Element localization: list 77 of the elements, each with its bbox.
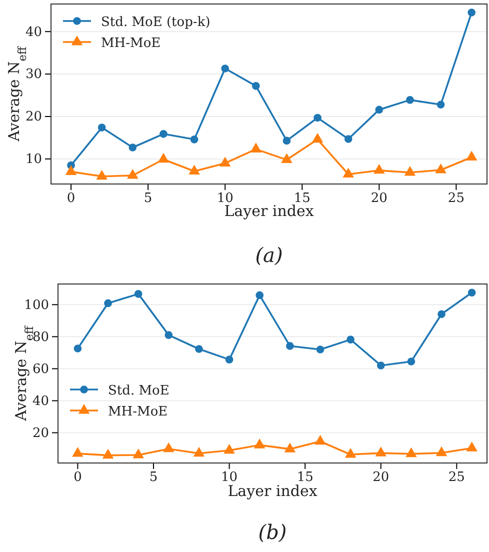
point [254, 438, 266, 448]
x-tick-label: 5 [144, 191, 152, 206]
point [98, 124, 106, 132]
point [468, 288, 476, 297]
point [281, 153, 292, 164]
point [342, 168, 354, 178]
point [344, 448, 356, 458]
point [128, 144, 137, 152]
point [436, 446, 448, 456]
legend-label: Std. MoE (top-k) [101, 15, 210, 30]
point [219, 156, 231, 166]
point [74, 344, 82, 352]
point [190, 136, 198, 144]
point [250, 142, 262, 152]
point [225, 356, 234, 364]
point [374, 164, 385, 174]
text: (a) [255, 243, 283, 267]
y-tick-label: 30 [25, 67, 42, 82]
point [312, 132, 324, 143]
point [282, 136, 291, 145]
point [221, 64, 229, 72]
point [316, 346, 324, 354]
point [158, 152, 170, 163]
point [102, 448, 114, 459]
point [375, 106, 384, 114]
point [344, 135, 352, 143]
y-tick-label: 10 [25, 152, 42, 168]
y-tick-label: 80 [32, 330, 49, 345]
y-tick-label: 100 [24, 298, 49, 313]
point [284, 442, 296, 452]
point [435, 163, 446, 174]
point [256, 291, 264, 300]
legend-label: MH-MoE [108, 404, 168, 420]
point [132, 448, 144, 458]
y-tick-label: 40 [32, 394, 49, 409]
point [466, 442, 478, 452]
point [314, 434, 326, 445]
point [164, 331, 173, 339]
point [406, 96, 414, 104]
y-tick-label: 60 [32, 362, 49, 377]
point [252, 82, 260, 90]
x-tick-label: 0 [74, 470, 82, 486]
point [188, 164, 200, 175]
text: (b) [258, 520, 287, 544]
point [376, 362, 385, 370]
point [466, 150, 478, 161]
x-tick-label: 25 [448, 191, 464, 206]
point [314, 114, 322, 122]
y-tick-label: 20 [32, 426, 49, 441]
point [72, 447, 84, 457]
point [160, 130, 168, 138]
point [104, 299, 112, 308]
x-tick-label: 0 [66, 191, 76, 206]
x-tick-label: 20 [372, 470, 390, 486]
y-tick-label: 20 [25, 110, 42, 125]
point [404, 166, 416, 176]
point [163, 442, 174, 452]
point [127, 169, 138, 179]
point [193, 446, 205, 457]
point [195, 345, 203, 353]
point [65, 165, 77, 175]
point [224, 444, 235, 454]
point [407, 358, 416, 366]
point [438, 310, 446, 318]
point [375, 446, 387, 456]
x-tick-label: 25 [448, 470, 465, 486]
point [96, 170, 108, 180]
x-tick-label: 20 [370, 191, 388, 206]
point [286, 342, 294, 350]
point [436, 100, 445, 109]
point [134, 290, 142, 298]
x-tick-label: 5 [149, 470, 158, 486]
y-tick-label: 40 [25, 24, 42, 40]
point [406, 447, 417, 458]
point [346, 336, 354, 344]
legend-label: Std. MoE [108, 384, 170, 398]
legend-label: MH-MoE [101, 36, 161, 51]
